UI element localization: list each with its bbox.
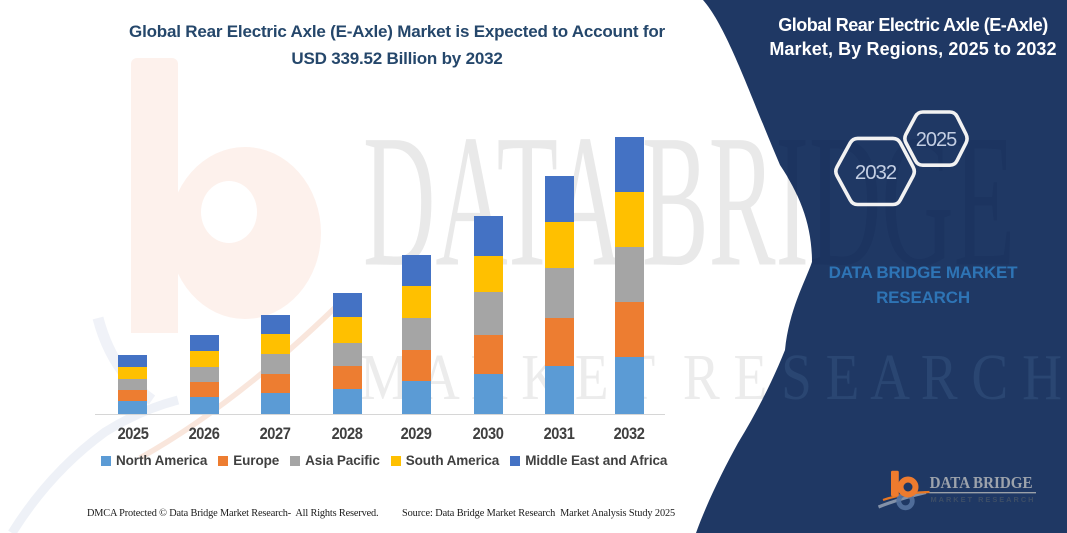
svg-text:2025: 2025: [916, 129, 957, 151]
svg-text:MARKET RESEARCH: MARKET RESEARCH: [931, 495, 1036, 504]
svg-text:DATA BRIDGE: DATA BRIDGE: [930, 473, 1033, 492]
svg-text:2032: 2032: [855, 161, 897, 184]
